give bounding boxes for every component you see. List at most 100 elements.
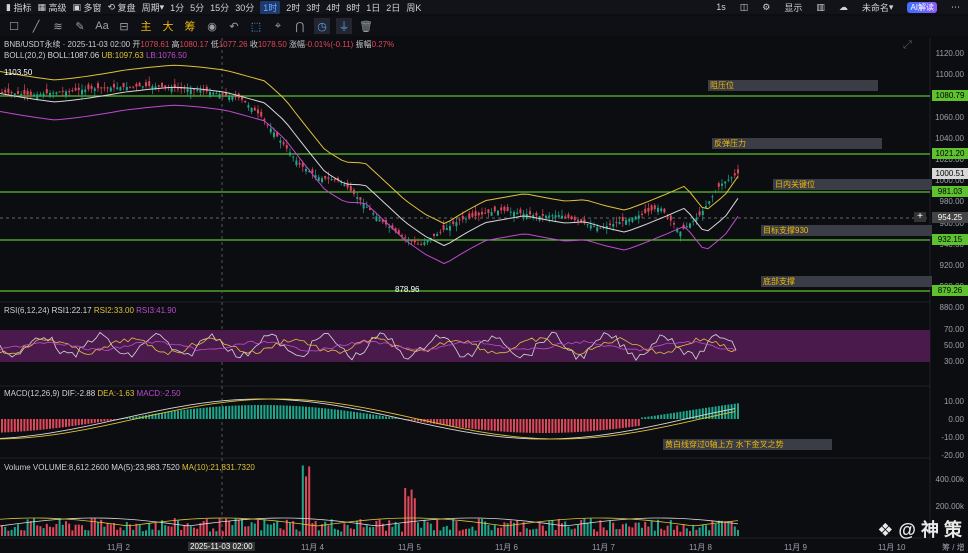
- candle-body: [372, 213, 375, 215]
- period-button[interactable]: 周期 ▾: [141, 1, 165, 13]
- macd-line: [0, 398, 736, 440]
- candle-body: [45, 89, 48, 94]
- ai-analysis-button[interactable]: AI解读: [907, 1, 937, 13]
- pen-icon[interactable]: ✎: [75, 20, 85, 33]
- layout-icon[interactable]: ▥: [816, 1, 825, 12]
- corner-label[interactable]: 筹 / 增: [942, 543, 965, 552]
- filter-icon[interactable]: ⏚: [336, 18, 352, 34]
- candle-body: [493, 206, 496, 212]
- main-force-button[interactable]: 主: [140, 21, 152, 33]
- volume-bar: [724, 521, 727, 536]
- volume-bar: [372, 526, 375, 536]
- boll-mid-line: [0, 86, 739, 247]
- replay-button[interactable]: ⟲ 复盘: [107, 1, 136, 13]
- indicator-button[interactable]: ▮ 指标: [6, 1, 32, 13]
- volume-bar: [602, 527, 605, 536]
- volume-bar: [314, 521, 317, 536]
- period-30m[interactable]: 30分: [235, 2, 255, 13]
- cloud-icon[interactable]: ☁: [838, 1, 848, 12]
- volume-bar: [209, 531, 211, 536]
- volume-bar: [231, 525, 234, 536]
- volume-bar: [122, 530, 125, 536]
- line-icon[interactable]: ╱: [32, 20, 40, 33]
- volume-ma-line: [0, 517, 739, 527]
- ruler-icon[interactable]: ⊟: [119, 20, 129, 33]
- volume-bar: [87, 530, 90, 536]
- advanced-button[interactable]: ▦ 高级: [37, 1, 67, 13]
- replay-icon: ⟲: [107, 1, 118, 12]
- select-icon[interactable]: ⬚: [250, 20, 262, 33]
- volume-bar: [650, 520, 653, 536]
- interval-label[interactable]: 1s: [716, 2, 726, 12]
- crosshair-icon[interactable]: ⌖: [274, 19, 282, 32]
- period-2h[interactable]: 2时: [286, 2, 301, 13]
- display-button[interactable]: 显示: [784, 2, 803, 13]
- top-toolbar: ▮ 指标 ▦ 高级 ▣ 多窗 ⟲ 复盘 周期 ▾ 1分 5分 15分 30分 1时…: [0, 0, 968, 14]
- period-week[interactable]: 周K: [406, 2, 422, 13]
- boll-lower-line: [0, 104, 739, 265]
- volume-bar: [97, 522, 99, 536]
- camera-icon[interactable]: ◫: [739, 1, 749, 12]
- macd-bar: [39, 419, 42, 430]
- chips-button[interactable]: 筹: [184, 21, 196, 33]
- big-order-button[interactable]: 大: [162, 21, 174, 33]
- candle-body: [369, 208, 371, 210]
- period-15m[interactable]: 15分: [210, 2, 230, 13]
- volume-bar: [359, 519, 362, 536]
- more-icon[interactable]: ⋯: [951, 1, 960, 12]
- macd-bar: [586, 419, 589, 432]
- macd-bar: [487, 419, 490, 431]
- period-4h[interactable]: 4时: [326, 2, 341, 13]
- volume-bar: [180, 529, 183, 536]
- period-1d[interactable]: 1日: [366, 2, 381, 13]
- volume-bar: [129, 524, 131, 536]
- macd-bar: [577, 419, 579, 433]
- magnet-icon[interactable]: ⋂: [295, 20, 305, 33]
- text-icon[interactable]: Aa: [95, 20, 109, 32]
- macd-bar: [84, 419, 87, 425]
- volume-bar: [631, 527, 634, 536]
- price-axis-label: 1060.00: [935, 112, 964, 122]
- undo-icon[interactable]: ↶: [229, 20, 239, 33]
- settings-icon[interactable]: ⚙: [762, 1, 771, 12]
- period-2d[interactable]: 2日: [386, 2, 401, 13]
- measure-icon[interactable]: ◷: [314, 18, 330, 34]
- expand-icon[interactable]: ⤢: [903, 39, 912, 51]
- period-1h[interactable]: 1时: [260, 0, 281, 14]
- toolbar-right: 1s ◫ ⚙ 显示 ▥ ☁ 未命名 ▾ AI解读 ⋯: [710, 0, 968, 14]
- candle-body: [247, 105, 250, 108]
- level-note-resistance: 阻压位: [708, 80, 878, 91]
- add-icon[interactable]: +: [914, 212, 926, 222]
- channel-icon[interactable]: ≋: [53, 20, 63, 33]
- volume-bar: [493, 524, 496, 536]
- period-8h[interactable]: 8时: [346, 2, 361, 13]
- volume-bar: [461, 529, 464, 536]
- macd-bar: [602, 419, 605, 431]
- volume-bar: [250, 522, 253, 536]
- square-icon[interactable]: ☐: [9, 20, 19, 33]
- rsi-name: RSI(6,12,24): [4, 306, 50, 315]
- macd-bar: [676, 412, 679, 419]
- dea-value: DEA:-1.63: [97, 389, 135, 398]
- period-3h[interactable]: 3时: [306, 2, 321, 13]
- period-1m[interactable]: 1分: [170, 2, 185, 13]
- eye-icon[interactable]: ◉: [207, 20, 217, 33]
- layout-name-dropdown[interactable]: 未命名 ▾: [861, 1, 894, 13]
- candle-body: [679, 231, 682, 237]
- volume-bar: [269, 524, 272, 536]
- rsi-axis-70: 70.00: [943, 325, 964, 334]
- macd-bar: [247, 405, 250, 419]
- candle-body: [663, 208, 666, 213]
- trash-icon[interactable]: 🗑: [359, 20, 373, 33]
- volume-bar: [353, 529, 355, 536]
- candle-body: [321, 178, 323, 183]
- volume-bar: [260, 530, 263, 536]
- multi-window-button[interactable]: ▣ 多窗: [72, 1, 102, 13]
- macd-bar: [186, 409, 189, 419]
- watermark-logo: ❖ @ 神 策: [877, 520, 962, 540]
- period-5m[interactable]: 5分: [190, 2, 205, 13]
- rsi3-value: RSI3:41.90: [136, 306, 177, 315]
- macd-bar: [205, 407, 208, 419]
- candle-body: [42, 93, 45, 97]
